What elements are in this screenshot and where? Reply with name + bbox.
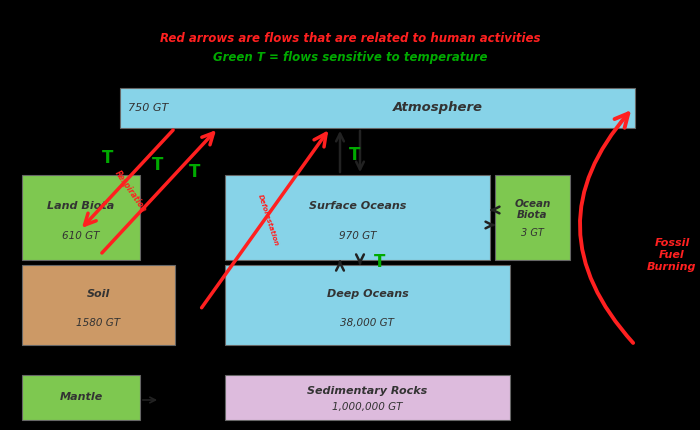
FancyBboxPatch shape: [22, 375, 140, 420]
Text: 750 GT: 750 GT: [128, 103, 168, 113]
FancyBboxPatch shape: [120, 88, 635, 128]
FancyBboxPatch shape: [225, 265, 510, 345]
Text: Respiration: Respiration: [113, 169, 148, 214]
Text: Green T = flows sensitive to temperature: Green T = flows sensitive to temperature: [213, 52, 487, 64]
FancyBboxPatch shape: [22, 265, 175, 345]
Text: 1580 GT: 1580 GT: [76, 318, 120, 328]
Text: T: T: [374, 253, 386, 271]
Text: Soil: Soil: [87, 289, 110, 299]
Text: Ocean
Biota: Ocean Biota: [514, 199, 551, 220]
Text: T: T: [189, 163, 201, 181]
FancyBboxPatch shape: [225, 375, 510, 420]
Text: T: T: [102, 149, 113, 167]
FancyBboxPatch shape: [22, 175, 140, 260]
Text: T: T: [153, 156, 164, 174]
Text: Red arrows are flows that are related to human activities: Red arrows are flows that are related to…: [160, 31, 540, 44]
Text: 38,000 GT: 38,000 GT: [340, 318, 395, 328]
Text: Mantle: Mantle: [60, 393, 103, 402]
Text: 1,000,000 GT: 1,000,000 GT: [332, 402, 402, 412]
FancyBboxPatch shape: [495, 175, 570, 260]
Text: T: T: [349, 146, 360, 164]
Text: Deep Oceans: Deep Oceans: [327, 289, 408, 299]
Text: Sedimentary Rocks: Sedimentary Rocks: [307, 386, 428, 396]
FancyBboxPatch shape: [225, 175, 490, 260]
Text: 610 GT: 610 GT: [62, 231, 99, 241]
Text: 970 GT: 970 GT: [339, 231, 377, 241]
Text: Atmosphere: Atmosphere: [393, 101, 482, 114]
Text: Deforestation: Deforestation: [257, 193, 279, 247]
Text: Surface Oceans: Surface Oceans: [309, 201, 406, 211]
Text: Land Biota: Land Biota: [48, 201, 115, 211]
Text: Fossil
Fuel
Burning: Fossil Fuel Burning: [648, 238, 696, 272]
Text: 3 GT: 3 GT: [521, 228, 544, 239]
